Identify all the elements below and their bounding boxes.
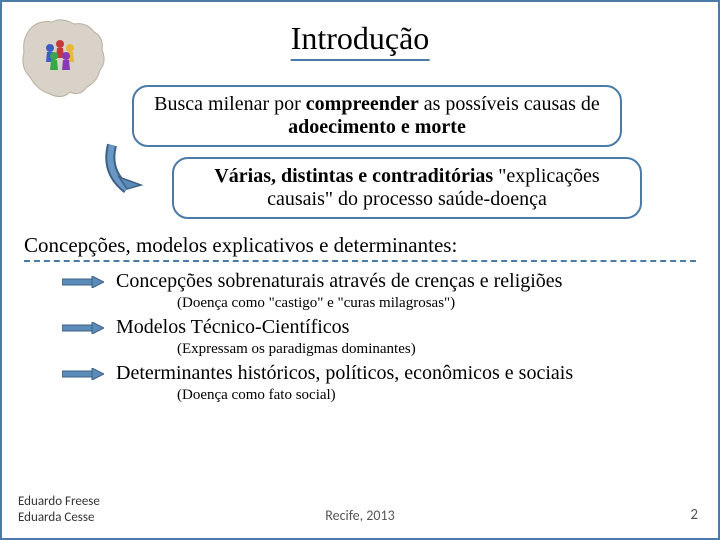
intro-box-1: Busca milenar por compreender as possíve… (132, 85, 622, 147)
page-number: 2 (690, 506, 698, 524)
intro-box-2: Várias, distintas e contraditórias "expl… (172, 157, 642, 219)
brazil-map-logo (12, 12, 122, 112)
bullet-note: (Expressam os paradigmas dominantes) (177, 341, 718, 358)
bullet-item: Modelos Técnico-Científicos (62, 316, 718, 339)
bullet-arrow-icon (62, 368, 104, 380)
bullet-arrow-icon (62, 276, 104, 288)
bullet-item: Concepções sobrenaturais através de cren… (62, 270, 718, 293)
bullet-text: Modelos Técnico-Científicos (116, 316, 349, 339)
bullet-note: (Doença como "castigo" e "curas milagros… (177, 295, 718, 312)
bullet-item: Determinantes históricos, políticos, eco… (62, 362, 718, 385)
bullet-arrow-icon (62, 322, 104, 334)
bullet-text: Concepções sobrenaturais através de cren… (116, 270, 562, 293)
slide-title: Introdução (291, 20, 430, 61)
curved-arrow-icon (97, 137, 167, 207)
footer-location-date: Recife, 2013 (325, 507, 394, 524)
section-header: Concepções, modelos explicativos e deter… (24, 233, 718, 258)
bullet-note: (Doença como fato social) (177, 387, 718, 404)
footer-authors: Eduardo FreeseEduarda Cesse (18, 494, 100, 527)
dashed-divider (24, 260, 696, 262)
bullet-text: Determinantes históricos, políticos, eco… (116, 362, 573, 385)
